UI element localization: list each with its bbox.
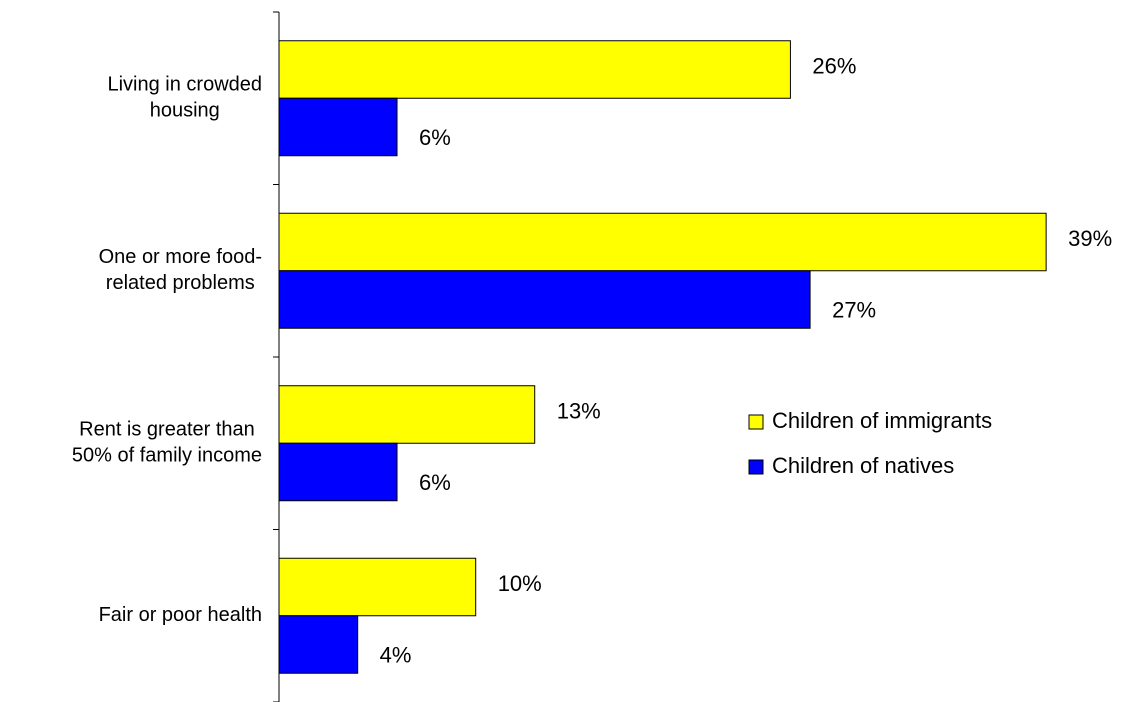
category-label: One or more food-related problems: [99, 246, 262, 294]
value-label: 39%: [1068, 226, 1112, 251]
category-label-line: Fair or poor health: [99, 604, 262, 626]
value-label: 27%: [832, 297, 876, 322]
category-label-line: housing: [150, 100, 220, 122]
legend-label: Children of natives: [772, 453, 954, 478]
value-label: 10%: [498, 571, 542, 596]
category-label: Living in crowded housing: [107, 74, 262, 122]
legend-swatch: [748, 414, 764, 430]
bar: [278, 97, 398, 157]
category-label-line: Living in crowded: [107, 74, 262, 96]
value-label: 6%: [419, 125, 451, 150]
bar: [278, 40, 791, 99]
bar: [278, 442, 398, 502]
category-label: Fair or poor health: [99, 604, 262, 626]
bar: [278, 385, 536, 444]
category-label-line: One or more food-: [99, 246, 262, 268]
category-label-line: Rent is greater than: [79, 419, 255, 441]
category-label-line: related problems: [106, 272, 255, 294]
bar: [278, 557, 477, 617]
bar: [278, 270, 811, 329]
category-label-line: 50% of family income: [72, 445, 262, 467]
legend-swatch: [748, 459, 764, 475]
value-label: 13%: [557, 398, 601, 423]
value-label: 6%: [419, 470, 451, 495]
value-label: 4%: [380, 642, 412, 667]
category-label: Rent is greater than 50% of family income: [72, 419, 262, 467]
legend-label: Children of immigrants: [772, 408, 992, 433]
value-label: 26%: [812, 53, 856, 78]
bar: [278, 212, 1047, 272]
bar: [278, 615, 359, 674]
